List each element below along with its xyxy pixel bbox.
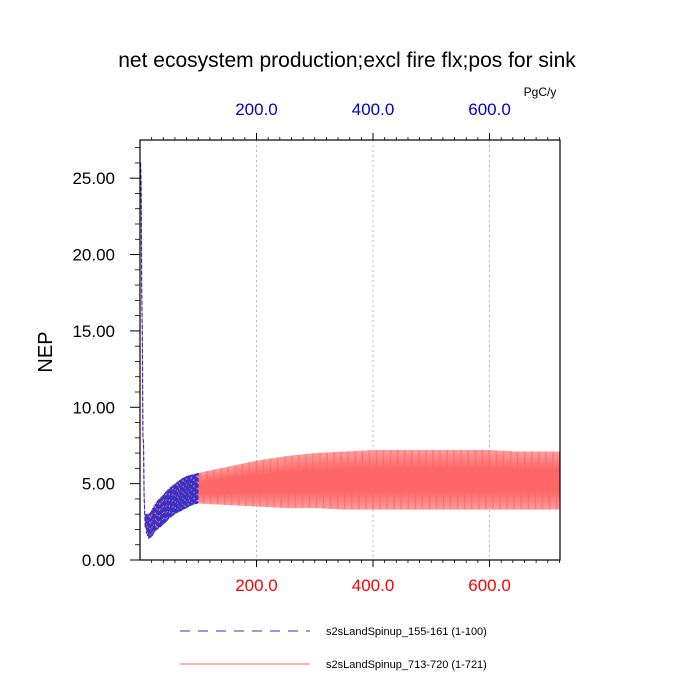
x-tick-label-bottom-0: 200.0 xyxy=(235,576,278,595)
series-line-1 xyxy=(140,162,560,539)
series-layer xyxy=(140,162,560,539)
y-tick-label-3: 15.00 xyxy=(72,322,115,341)
x-tick-label-top-2: 600.0 xyxy=(468,100,511,119)
y-tick-label-4: 20.00 xyxy=(72,246,115,265)
y-tick-label-0: 0.00 xyxy=(82,551,115,570)
units-label: PgC/y xyxy=(524,85,557,99)
legend-label-0: s2sLandSpinup_155-161 (1-100) xyxy=(326,626,487,638)
series-line-0 xyxy=(140,162,199,539)
tick-labels-layer: 200.0 400.0 600.0 200.0 400.0 600.0 0.00 5.00 10… xyxy=(72,100,510,595)
legend-label-1: s2sLandSpinup_713-720 (1-721) xyxy=(326,659,487,671)
legend: s2sLandSpinup_155-161 (1-100) s2sLandSpin… xyxy=(180,626,487,671)
x-tick-label-bottom-1: 400.0 xyxy=(352,576,395,595)
ticks-layer xyxy=(130,133,560,567)
y-tick-label-1: 5.00 xyxy=(82,475,115,494)
x-tick-label-top-1: 400.0 xyxy=(352,100,395,119)
y-tick-label-5: 25.00 xyxy=(72,169,115,188)
x-tick-label-bottom-2: 600.0 xyxy=(468,576,511,595)
y-tick-label-2: 10.00 xyxy=(72,398,115,417)
y-axis-label: NEP xyxy=(35,331,57,372)
x-tick-label-top-0: 200.0 xyxy=(235,100,278,119)
chart-title: net ecosystem production;excl fire flx;p… xyxy=(118,49,576,72)
grid-layer xyxy=(256,140,490,560)
